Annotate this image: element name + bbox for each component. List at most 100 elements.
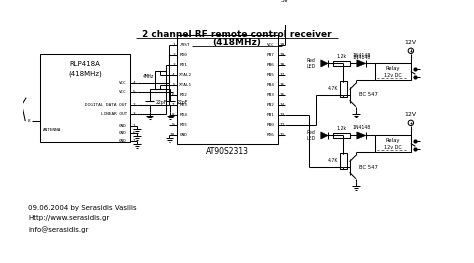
Text: 13: 13 <box>279 113 284 117</box>
Text: PD2: PD2 <box>179 93 187 97</box>
Text: /RST: /RST <box>179 43 190 47</box>
Text: BC 547: BC 547 <box>359 93 377 98</box>
Bar <box>40 53 130 142</box>
Text: PB4: PB4 <box>267 83 275 87</box>
Text: 18: 18 <box>279 63 284 67</box>
Text: 17: 17 <box>279 73 284 77</box>
Text: 1.2k: 1.2k <box>337 54 346 59</box>
Text: 1.2k: 1.2k <box>337 126 346 131</box>
Text: LINEAR OUT: LINEAR OUT <box>101 112 127 116</box>
Text: 8: 8 <box>172 113 175 117</box>
Text: PD6: PD6 <box>267 133 275 136</box>
Text: GND: GND <box>119 124 127 128</box>
Text: PD3: PD3 <box>179 103 187 107</box>
Text: 1N4148: 1N4148 <box>352 53 371 58</box>
Text: PB5: PB5 <box>267 73 275 77</box>
Text: VCC: VCC <box>119 81 127 85</box>
Text: 12V: 12V <box>405 40 417 45</box>
Text: 4.7K: 4.7K <box>328 86 338 91</box>
Text: 10: 10 <box>170 133 175 136</box>
Text: 12: 12 <box>279 123 284 127</box>
Text: 1N4148: 1N4148 <box>352 125 371 130</box>
Text: (418MHz): (418MHz) <box>212 38 262 47</box>
Text: PB6: PB6 <box>267 63 275 67</box>
Bar <box>177 35 278 144</box>
Text: 09.06.2004 by Serasidis Vasilis: 09.06.2004 by Serasidis Vasilis <box>28 205 137 211</box>
Text: PD5: PD5 <box>179 123 187 127</box>
Text: 4: 4 <box>172 73 175 77</box>
Text: GND: GND <box>119 131 127 135</box>
Polygon shape <box>321 132 328 139</box>
Text: Relay: Relay <box>386 66 400 71</box>
Text: 14: 14 <box>279 103 284 107</box>
Text: Relay: Relay <box>386 138 400 143</box>
Bar <box>333 133 350 138</box>
Text: PB1: PB1 <box>267 113 275 117</box>
Bar <box>155 70 166 89</box>
Text: XTAL1: XTAL1 <box>179 83 192 87</box>
Text: 3: 3 <box>172 63 175 67</box>
Text: PD0: PD0 <box>179 53 187 57</box>
Text: 6: 6 <box>133 131 135 135</box>
Text: PD1: PD1 <box>179 63 187 67</box>
Text: ANTENNA: ANTENNA <box>43 128 62 132</box>
Text: (418MHz): (418MHz) <box>68 70 101 77</box>
Text: 1: 1 <box>172 43 175 47</box>
Text: LED: LED <box>306 64 315 69</box>
Text: 3: 3 <box>133 112 135 116</box>
Text: 12v DC: 12v DC <box>384 145 402 150</box>
Text: 2: 2 <box>172 53 175 57</box>
Text: VCC: VCC <box>267 43 275 47</box>
Text: BC 547: BC 547 <box>359 165 377 170</box>
Text: 5: 5 <box>172 83 175 87</box>
Text: 11: 11 <box>279 133 284 136</box>
Text: 5V: 5V <box>281 0 289 3</box>
Bar <box>333 61 350 66</box>
Text: 2: 2 <box>133 103 135 107</box>
Text: 6: 6 <box>172 93 175 97</box>
Text: 16: 16 <box>279 83 284 87</box>
Text: PB3: PB3 <box>267 93 275 97</box>
Text: 4MHz: 4MHz <box>142 74 154 79</box>
Text: 8: 8 <box>28 119 31 123</box>
Text: XTAL2: XTAL2 <box>179 73 192 77</box>
Text: 12v DC: 12v DC <box>384 73 402 78</box>
Text: GND: GND <box>179 133 187 136</box>
Text: 1: 1 <box>133 124 135 128</box>
Text: AT90S2313: AT90S2313 <box>206 147 248 156</box>
Text: 4: 4 <box>133 81 135 85</box>
Polygon shape <box>357 132 366 139</box>
Text: DIGITAL DATA OUT: DIGITAL DATA OUT <box>85 103 127 107</box>
Bar <box>375 63 411 80</box>
Text: 4.7K: 4.7K <box>328 158 338 163</box>
Text: RLP418A: RLP418A <box>69 61 100 67</box>
Text: 22pF: 22pF <box>156 100 167 105</box>
Text: 12V: 12V <box>405 112 417 117</box>
Text: Red: Red <box>307 130 315 135</box>
Text: Http://www.serasidis.gr: Http://www.serasidis.gr <box>28 215 109 221</box>
Text: 1N4148: 1N4148 <box>352 55 371 60</box>
Bar <box>375 135 411 152</box>
Text: 9: 9 <box>172 123 175 127</box>
Text: info@serasidis.gr: info@serasidis.gr <box>28 226 88 232</box>
Text: 22pF: 22pF <box>177 100 188 105</box>
Text: 2 channel RF remote control receiver: 2 channel RF remote control receiver <box>142 30 332 39</box>
Text: Red: Red <box>307 58 315 63</box>
Text: 7: 7 <box>133 139 135 143</box>
Text: LED: LED <box>306 136 315 141</box>
Text: PD4: PD4 <box>179 113 187 117</box>
Polygon shape <box>321 60 328 67</box>
Text: 19: 19 <box>279 53 284 57</box>
Text: PB0: PB0 <box>267 123 275 127</box>
Text: 5: 5 <box>133 90 135 94</box>
Text: PB7: PB7 <box>267 53 275 57</box>
Text: PB2: PB2 <box>267 103 275 107</box>
Text: 15: 15 <box>279 93 284 97</box>
Text: 7: 7 <box>172 103 175 107</box>
Text: GND: GND <box>119 139 127 143</box>
Bar <box>340 153 347 169</box>
Text: 20: 20 <box>279 43 284 47</box>
Polygon shape <box>357 60 366 67</box>
Bar <box>340 80 347 97</box>
Text: VCC: VCC <box>119 90 127 94</box>
